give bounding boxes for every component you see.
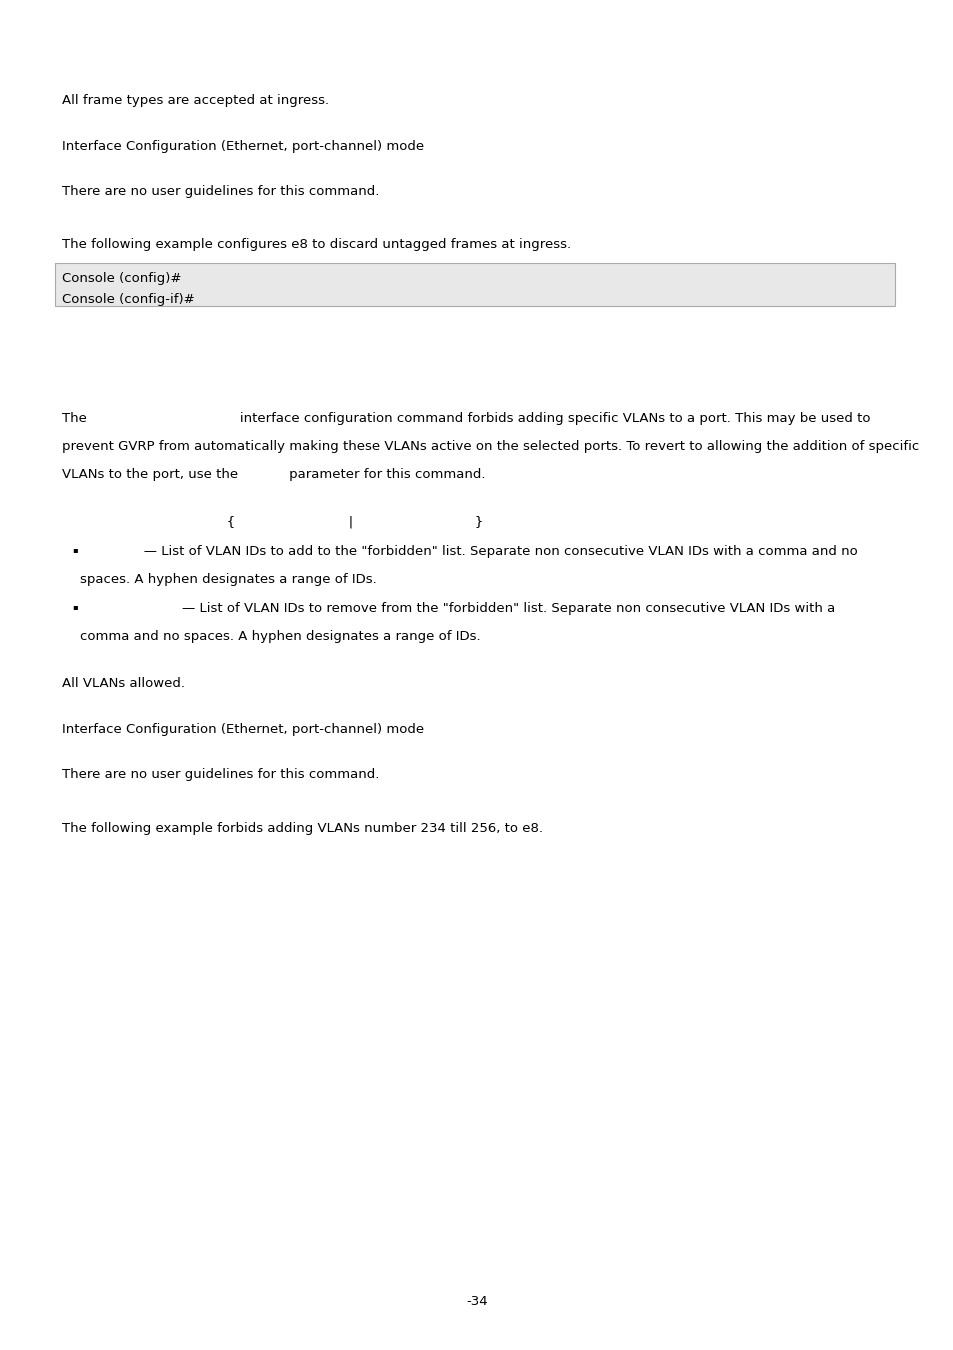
Text: Interface Configuration (Ethernet, port-channel) mode: Interface Configuration (Ethernet, port-… <box>62 724 424 736</box>
Text: comma and no spaces. A hyphen designates a range of IDs.: comma and no spaces. A hyphen designates… <box>80 630 480 643</box>
Text: There are no user guidelines for this command.: There are no user guidelines for this co… <box>62 768 379 782</box>
Text: Interface Configuration (Ethernet, port-channel) mode: Interface Configuration (Ethernet, port-… <box>62 140 424 153</box>
Text: The following example configures e8 to discard untagged frames at ingress.: The following example configures e8 to d… <box>62 238 571 251</box>
Text: All frame types are accepted at ingress.: All frame types are accepted at ingress. <box>62 95 329 107</box>
Text: {              |               }: { | } <box>227 514 482 528</box>
Text: -34: -34 <box>466 1295 487 1308</box>
Bar <box>55 263 894 306</box>
Text: prevent GVRP from automatically making these VLANs active on the selected ports.: prevent GVRP from automatically making t… <box>62 440 919 454</box>
Text: spaces. A hyphen designates a range of IDs.: spaces. A hyphen designates a range of I… <box>80 572 376 586</box>
Text: There are no user guidelines for this command.: There are no user guidelines for this co… <box>62 185 379 198</box>
Text: ▪: ▪ <box>71 602 77 612</box>
Text: The following example forbids adding VLANs number 234 till 256, to e8.: The following example forbids adding VLA… <box>62 822 542 836</box>
Text: The                                    interface configuration command forbids a: The interface configuration command forb… <box>62 412 869 425</box>
Text: ▪: ▪ <box>71 545 77 554</box>
Text: Console (config)#: Console (config)# <box>62 271 181 285</box>
Text: — List of VLAN IDs to add to the "forbidden" list. Separate non consecutive VLAN: — List of VLAN IDs to add to the "forbid… <box>80 545 857 558</box>
Text: VLANs to the port, use the            parameter for this command.: VLANs to the port, use the parameter for… <box>62 468 485 481</box>
Text: Console (config-if)#: Console (config-if)# <box>62 293 194 306</box>
Text: All VLANs allowed.: All VLANs allowed. <box>62 676 185 690</box>
Text: — List of VLAN IDs to remove from the "forbidden" list. Separate non consecutive: — List of VLAN IDs to remove from the "f… <box>80 602 835 616</box>
